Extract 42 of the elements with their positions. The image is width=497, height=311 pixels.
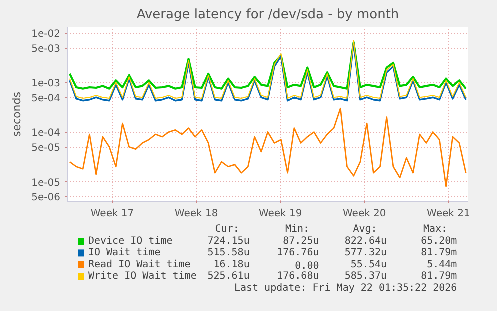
line-series [68, 41, 468, 90]
text: 16.18u [214, 259, 250, 270]
text: 585.37u [344, 271, 388, 282]
text: 55.54u [350, 259, 388, 270]
text: Avg: [353, 224, 378, 235]
text: 176.68u [277, 271, 320, 282]
text: 65.20m [421, 236, 458, 247]
line-series [69, 108, 467, 188]
text: Last update: Fri May 22 01:35:22 2026 [234, 283, 458, 294]
x-tick-label: Week 17 [90, 208, 134, 220]
x-tick-label: Week 21 [427, 208, 470, 220]
text: 176.76u [277, 248, 320, 259]
y-tick-label: 1e-05 [32, 178, 61, 189]
y-tick-label: 1e-03 [32, 78, 61, 90]
legend-label: IO Wait time [88, 248, 161, 259]
text: Max: [423, 224, 448, 235]
text: 515.58u [208, 248, 250, 259]
x-tick-label: Week 19 [258, 208, 302, 220]
text: Min: [285, 224, 310, 235]
text: 577.32u [344, 248, 388, 259]
text: 81.79m [421, 248, 458, 259]
text: 0.00 [295, 260, 320, 272]
y-tick-label: 5e-06 [32, 192, 61, 204]
y-tick-label: 1e-02 [32, 29, 61, 40]
text: 5.44m [427, 259, 458, 270]
x-tick-label: Week 18 [174, 208, 218, 220]
y-tick-label: 5e-04 [32, 94, 61, 105]
legend-label: Device IO time [88, 236, 173, 247]
text: 87.25u [283, 236, 320, 247]
text: Cur: [215, 224, 240, 235]
text: 81.79m [421, 271, 458, 282]
text: 525.61u [208, 271, 250, 282]
y-axis-title: seconds [10, 92, 24, 137]
legend-label: Write IO Wait time [88, 271, 197, 282]
text: 822.64u [344, 236, 388, 247]
chart-title: Average latency for /dev/sda - by month [136, 8, 400, 22]
y-tick-label: 5e-03 [32, 44, 61, 56]
x-tick-label: Week 20 [343, 208, 386, 220]
legend-label: Read IO Wait time [88, 259, 191, 270]
text: 724.15u [208, 236, 250, 247]
y-tick-label: 1e-04 [32, 128, 61, 140]
y-tick-label: 5e-05 [32, 143, 61, 154]
